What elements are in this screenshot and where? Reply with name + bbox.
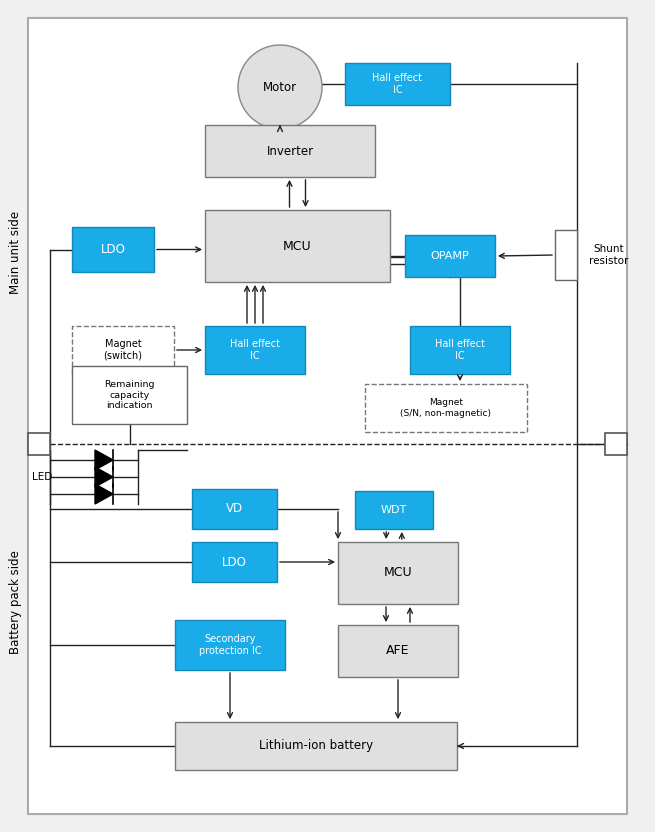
- Bar: [28, 433, 50, 455]
- Text: Magnet
(S/N, non-magnetic): Magnet (S/N, non-magnetic): [400, 399, 491, 418]
- Bar: [175, 722, 457, 770]
- Text: Shunt
resistor: Shunt resistor: [589, 245, 628, 265]
- Text: VD: VD: [226, 503, 243, 516]
- Bar: [192, 542, 277, 582]
- Bar: [605, 433, 627, 455]
- Text: Motor: Motor: [263, 81, 297, 93]
- Bar: [205, 210, 390, 282]
- Bar: [338, 625, 458, 677]
- Bar: [338, 542, 458, 604]
- Bar: [555, 230, 577, 280]
- Text: Hall effect
IC: Hall effect IC: [373, 73, 422, 95]
- Text: AFE: AFE: [386, 645, 410, 657]
- Bar: [72, 366, 187, 424]
- Bar: [175, 620, 285, 670]
- Text: Hall effect
IC: Hall effect IC: [230, 339, 280, 361]
- Text: Hall effect
IC: Hall effect IC: [435, 339, 485, 361]
- Text: Inverter: Inverter: [267, 145, 314, 157]
- Bar: [355, 491, 433, 529]
- Bar: [72, 227, 154, 272]
- Bar: [410, 326, 510, 374]
- Bar: [72, 326, 174, 374]
- Bar: [192, 489, 277, 529]
- Text: Lithium-ion battery: Lithium-ion battery: [259, 740, 373, 752]
- Bar: [205, 326, 305, 374]
- Text: Magnet
(switch): Magnet (switch): [103, 339, 143, 361]
- Text: LED: LED: [32, 472, 52, 482]
- Bar: [365, 384, 527, 432]
- Polygon shape: [95, 484, 113, 504]
- Bar: [405, 235, 495, 277]
- Text: Main unit side: Main unit side: [10, 210, 22, 294]
- Circle shape: [238, 45, 322, 129]
- Text: WDT: WDT: [381, 505, 407, 515]
- Bar: [345, 63, 450, 105]
- Text: Secondary
protection IC: Secondary protection IC: [198, 634, 261, 656]
- Polygon shape: [95, 450, 113, 470]
- Text: MCU: MCU: [283, 240, 312, 252]
- Text: Remaining
capacity
indication: Remaining capacity indication: [104, 380, 155, 410]
- Text: LDO: LDO: [101, 243, 126, 256]
- Text: MCU: MCU: [384, 567, 412, 580]
- Text: Battery pack side: Battery pack side: [10, 550, 22, 654]
- Polygon shape: [95, 467, 113, 487]
- Text: OPAMP: OPAMP: [430, 251, 470, 261]
- Text: LDO: LDO: [222, 556, 247, 568]
- Bar: [205, 125, 375, 177]
